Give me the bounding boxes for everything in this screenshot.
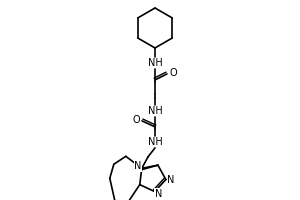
Text: N: N bbox=[134, 161, 142, 171]
Text: NH: NH bbox=[148, 106, 162, 116]
Text: NH: NH bbox=[148, 137, 162, 147]
Text: O: O bbox=[169, 68, 177, 78]
Text: N: N bbox=[167, 175, 175, 185]
Text: N: N bbox=[155, 189, 162, 199]
Text: O: O bbox=[132, 115, 140, 125]
Text: NH: NH bbox=[148, 58, 162, 68]
